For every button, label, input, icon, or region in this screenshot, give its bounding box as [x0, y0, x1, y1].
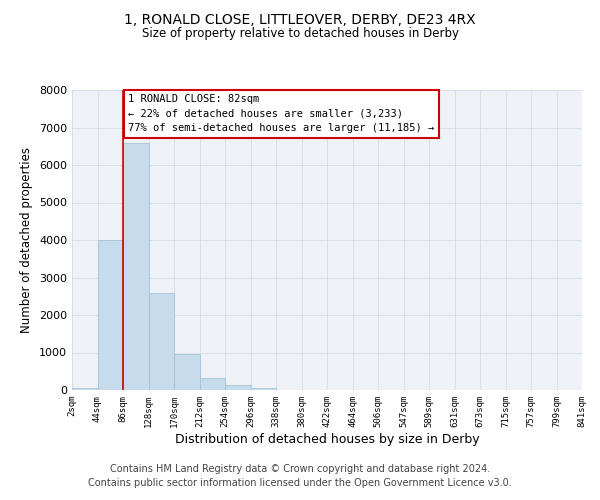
Text: Contains HM Land Registry data © Crown copyright and database right 2024.
Contai: Contains HM Land Registry data © Crown c… — [88, 464, 512, 487]
Bar — [225, 385, 251, 390]
Text: 1, RONALD CLOSE, LITTLEOVER, DERBY, DE23 4RX: 1, RONALD CLOSE, LITTLEOVER, DERBY, DE23… — [124, 12, 476, 26]
Bar — [149, 292, 174, 390]
Bar — [199, 378, 225, 390]
X-axis label: Distribution of detached houses by size in Derby: Distribution of detached houses by size … — [175, 432, 479, 446]
Bar — [251, 388, 276, 390]
Text: Size of property relative to detached houses in Derby: Size of property relative to detached ho… — [142, 28, 458, 40]
Bar — [97, 240, 123, 390]
Text: 1 RONALD CLOSE: 82sqm
← 22% of detached houses are smaller (3,233)
77% of semi-d: 1 RONALD CLOSE: 82sqm ← 22% of detached … — [128, 94, 434, 134]
Bar — [72, 388, 97, 390]
Bar — [174, 354, 199, 390]
Bar — [123, 142, 149, 390]
Y-axis label: Number of detached properties: Number of detached properties — [20, 147, 34, 333]
